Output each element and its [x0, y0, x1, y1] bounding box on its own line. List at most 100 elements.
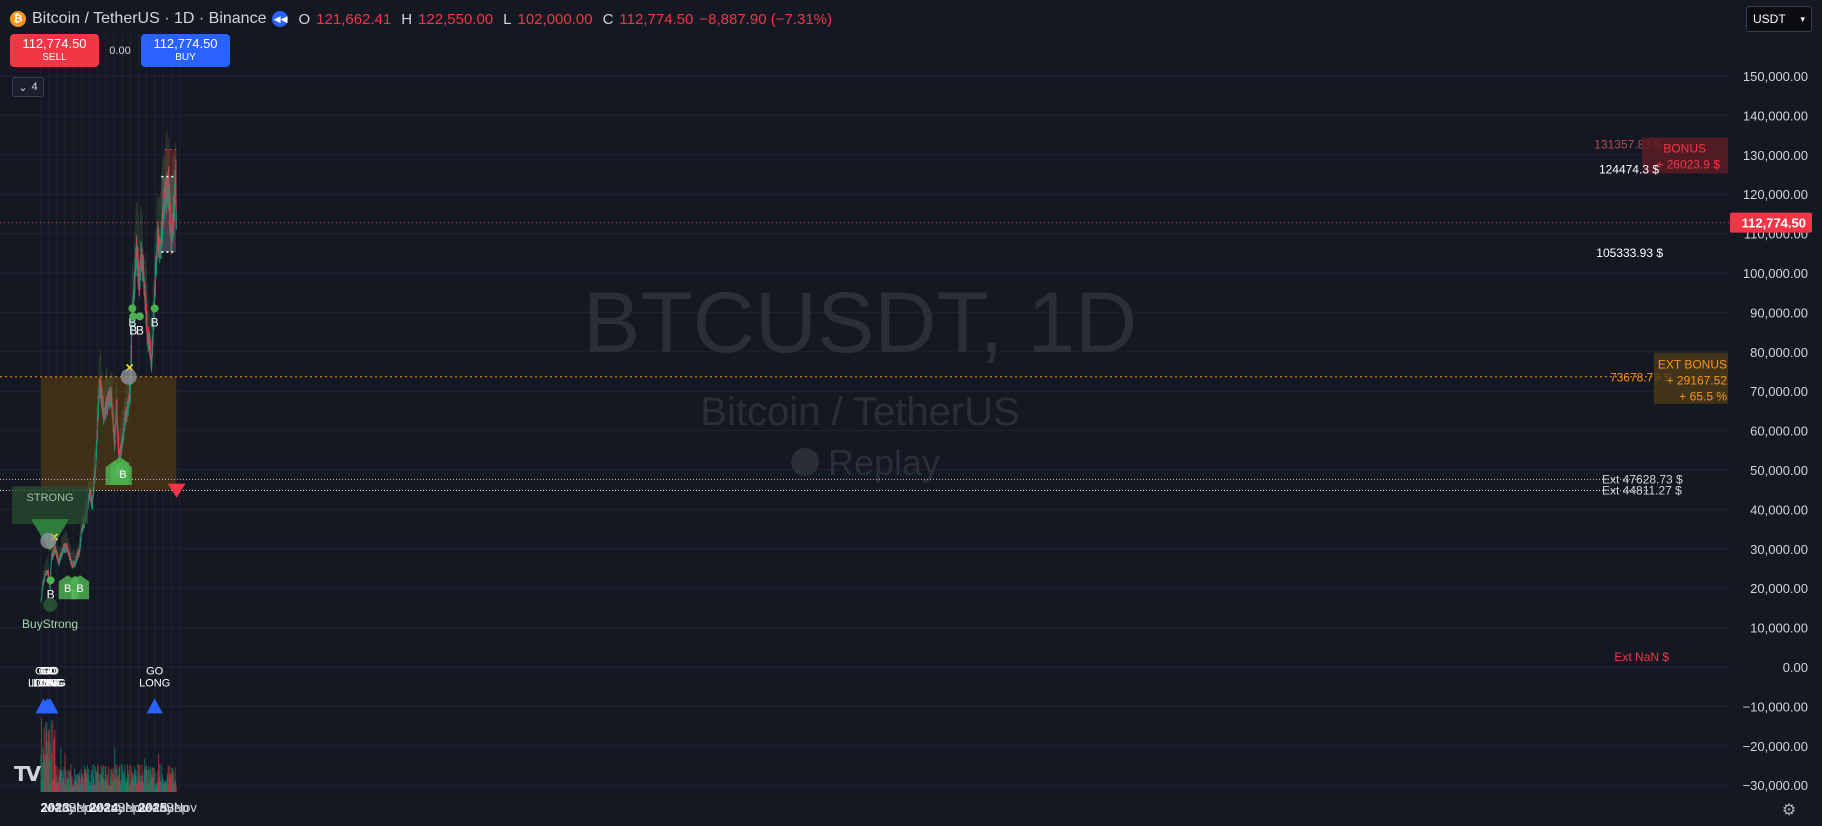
x-tick-label: Jul [112, 800, 129, 815]
go-long-label: LONG [35, 677, 66, 689]
y-tick-label: 80,000.00 [1750, 345, 1808, 360]
x-tick-label: Mar [44, 800, 67, 815]
x-tick-label: Nov [76, 800, 100, 815]
watermark-replay: Replay [791, 442, 940, 483]
signals-layer: BBBBBBBBBBBBGOLONGGOLONGGOLONGGOLONGGOLO… [12, 304, 186, 714]
go-long-label: GO [146, 665, 164, 677]
symbol-header: ₿ Bitcoin / TetherUS · 1D · Binance ◀◀ O… [10, 8, 832, 30]
x-tick-label: 2024 [89, 800, 119, 815]
x-tick-label: Mar [93, 800, 116, 815]
ma-cloud [40, 129, 177, 604]
go-long-label: LONG [31, 677, 62, 689]
go-long-label: LONG [28, 677, 59, 689]
tradingview-logo[interactable]: TV [14, 762, 41, 786]
buy-label: B [151, 315, 159, 329]
buy-price: 112,774.50 [153, 35, 218, 51]
x-tick-label: Sep [117, 800, 140, 815]
go-long-label: GO [42, 665, 60, 677]
x-tick-label: Mar [141, 800, 164, 815]
bonus-label: BONUS [1663, 141, 1706, 155]
y-tick-label: 60,000.00 [1750, 424, 1808, 439]
y-tick-label: 120,000.00 [1743, 187, 1808, 202]
bonus-tag-bg [1642, 137, 1728, 174]
buy-dot [135, 312, 144, 321]
high-value: 122,550.00 [418, 10, 494, 28]
symbol-title[interactable]: Bitcoin / TetherUS · 1D · Binance [32, 10, 267, 27]
strong-box [12, 486, 89, 525]
level-lines [0, 148, 1730, 491]
x-tick-label: Jul [161, 800, 178, 815]
watermark-name: Bitcoin / TetherUS [700, 390, 1019, 434]
y-tick-label: 150,000.00 [1743, 69, 1808, 84]
change-value: −8,887.90 (−7.31%) [699, 10, 832, 28]
y-tick-label: 30,000.00 [1750, 542, 1808, 557]
buy-label: B [136, 323, 144, 337]
buy-button[interactable]: 112,774.50 BUY [141, 34, 230, 67]
go-long-label: GO [38, 665, 56, 677]
watermark-symbol: BTCUSDT, 1D [583, 275, 1137, 371]
ext-bonus-delta-label: + 29167.52 [1667, 374, 1728, 388]
open-label: O [298, 10, 311, 28]
low-value: 102,000.00 [517, 10, 593, 28]
x-tick-label: Sep [166, 800, 189, 815]
buy-label: BUY [175, 51, 196, 63]
ext-bonus-pct-label: + 65.5 % [1679, 390, 1727, 404]
y-tick-label: −30,000.00 [1743, 778, 1808, 793]
annotation-labels: 131357.83 $ BONUS+ 26023.9 $124474.3 $105… [1594, 137, 1728, 664]
y-tick-label: 20,000.00 [1750, 581, 1808, 596]
x-tick-label: May [51, 800, 76, 815]
neutral-dot [40, 532, 57, 549]
buy-strong-dot [43, 597, 58, 612]
ext-a-label: Ext 47628.73 $ [1602, 472, 1683, 486]
x-tick-label: Nov [174, 800, 198, 815]
ext-b-label: Ext 44811.27 $ [1602, 483, 1682, 497]
x-tick-label: Sep [68, 800, 91, 815]
buy-label: B [129, 323, 137, 337]
indicators-collapse-button[interactable]: ⌄ 4 [12, 77, 44, 97]
y-tick-label: 70,000.00 [1750, 384, 1808, 399]
go-long-label: GO [40, 665, 58, 677]
buy-label: B [47, 587, 55, 601]
price-axis[interactable]: 150,000.00 140,000.00 130,000.00 120,000.00… [1730, 69, 1812, 793]
sell-arrow [167, 483, 186, 498]
currency-select[interactable]: USDT ▾ [1746, 6, 1812, 32]
chevron-down-icon: ⌄ [18, 81, 28, 94]
current-price-label: 112,774.50 [1742, 216, 1806, 231]
low-label: L [503, 10, 512, 28]
buy-dot [129, 312, 138, 321]
neutral-dot [120, 368, 137, 385]
buy-label: B [119, 469, 126, 481]
gear-icon[interactable]: ⚙ [1781, 802, 1797, 819]
buy-label: B [76, 583, 83, 595]
ma-cloud-area [40, 129, 177, 604]
x-tick-label: Jul [63, 800, 80, 815]
buy-label: B [64, 583, 71, 595]
buy-marker [113, 460, 132, 485]
sell-button[interactable]: 112,774.50 SELL [10, 34, 99, 67]
replay-icon[interactable]: ◀◀ [272, 11, 289, 27]
x-tick-label: 2025 [138, 800, 167, 815]
go-long-label: LONG [33, 677, 64, 689]
go-long-arrow [146, 698, 163, 714]
cross-marker: × [125, 360, 134, 377]
close-value: 112,774.50 [619, 10, 694, 28]
go-long-label: LONG [139, 677, 170, 689]
y-tick-label: 10,000.00 [1750, 621, 1808, 636]
trade-panel: 112,774.50 SELL 0.00 112,774.50 BUY [10, 34, 230, 67]
y-tick-label: 40,000.00 [1750, 502, 1808, 517]
go-long-arrow [42, 698, 59, 714]
chevron-down-icon: ▾ [1800, 13, 1805, 24]
x-tick-label: May [100, 800, 125, 815]
time-axis[interactable]: 2023MarMayJulSepNov2024MarMayJulSepNov20… [41, 800, 198, 815]
bitcoin-icon: ₿ [10, 11, 26, 27]
current-price-tag [1730, 212, 1812, 233]
ext-bonus-tag-bg [1654, 352, 1728, 404]
close-label: C [602, 10, 614, 28]
volume-bars [40, 718, 177, 792]
buy-strong-label: BuyStrong [22, 617, 78, 631]
buy-dot [128, 304, 137, 313]
buy-label: B [128, 315, 136, 329]
buy-dot [46, 576, 55, 585]
currency-value: USDT [1753, 12, 1786, 26]
